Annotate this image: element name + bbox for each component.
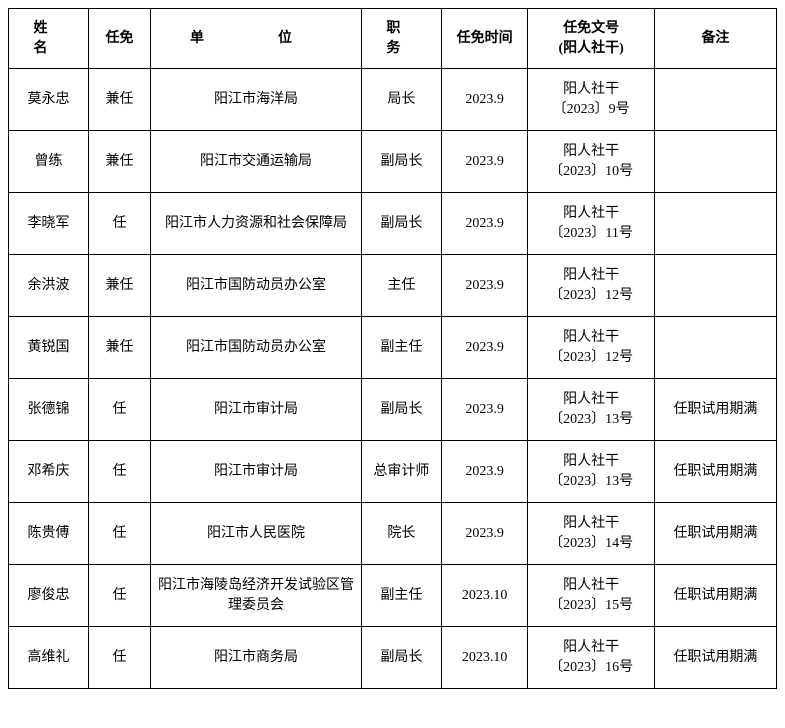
cell-date: 2023.9 <box>441 503 528 565</box>
cell-unit: 阳江市国防动员办公室 <box>151 317 362 379</box>
table-row: 李晓军任阳江市人力资源和社会保障局副局长2023.9阳人社干〔2023〕11号 <box>9 193 777 255</box>
cell-remark: 任职试用期满 <box>654 441 776 503</box>
cell-appoint: 任 <box>88 627 150 689</box>
cell-name: 余洪波 <box>9 255 89 317</box>
cell-remark <box>654 317 776 379</box>
appointment-table: 姓 名 任免 单 位 职 务 任免时间 任免文号 (阳人社干) 备注 莫永忠兼任… <box>8 8 777 689</box>
cell-unit: 阳江市人民医院 <box>151 503 362 565</box>
cell-unit: 阳江市审计局 <box>151 379 362 441</box>
cell-date: 2023.10 <box>441 565 528 627</box>
header-name: 姓 名 <box>9 9 89 69</box>
cell-position: 副主任 <box>361 317 441 379</box>
cell-remark: 任职试用期满 <box>654 503 776 565</box>
cell-remark <box>654 193 776 255</box>
cell-unit: 阳江市交通运输局 <box>151 131 362 193</box>
cell-unit: 阳江市人力资源和社会保障局 <box>151 193 362 255</box>
cell-date: 2023.9 <box>441 193 528 255</box>
cell-name: 高维礼 <box>9 627 89 689</box>
cell-date: 2023.9 <box>441 379 528 441</box>
cell-docnum: 阳人社干〔2023〕13号 <box>528 441 655 503</box>
table-row: 陈贵傅任阳江市人民医院院长2023.9阳人社干〔2023〕14号任职试用期满 <box>9 503 777 565</box>
cell-name: 张德锦 <box>9 379 89 441</box>
cell-docnum: 阳人社干〔2023〕11号 <box>528 193 655 255</box>
header-unit: 单 位 <box>151 9 362 69</box>
cell-name: 曾练 <box>9 131 89 193</box>
header-position: 职 务 <box>361 9 441 69</box>
cell-name: 邓希庆 <box>9 441 89 503</box>
table-row: 曾练兼任阳江市交通运输局副局长2023.9阳人社干〔2023〕10号 <box>9 131 777 193</box>
header-appoint: 任免 <box>88 9 150 69</box>
cell-position: 副局长 <box>361 131 441 193</box>
header-date: 任免时间 <box>441 9 528 69</box>
cell-date: 2023.9 <box>441 69 528 131</box>
cell-position: 副局长 <box>361 193 441 255</box>
cell-appoint: 任 <box>88 503 150 565</box>
cell-docnum: 阳人社干〔2023〕14号 <box>528 503 655 565</box>
cell-position: 副局长 <box>361 627 441 689</box>
cell-name: 廖俊忠 <box>9 565 89 627</box>
cell-docnum: 阳人社干〔2023〕15号 <box>528 565 655 627</box>
cell-appoint: 任 <box>88 193 150 255</box>
table-header-row: 姓 名 任免 单 位 职 务 任免时间 任免文号 (阳人社干) 备注 <box>9 9 777 69</box>
cell-position: 主任 <box>361 255 441 317</box>
cell-position: 副主任 <box>361 565 441 627</box>
cell-date: 2023.9 <box>441 255 528 317</box>
cell-appoint: 兼任 <box>88 255 150 317</box>
cell-position: 院长 <box>361 503 441 565</box>
cell-docnum: 阳人社干〔2023〕10号 <box>528 131 655 193</box>
cell-date: 2023.9 <box>441 131 528 193</box>
cell-remark: 任职试用期满 <box>654 379 776 441</box>
cell-date: 2023.10 <box>441 627 528 689</box>
cell-appoint: 兼任 <box>88 317 150 379</box>
cell-date: 2023.9 <box>441 441 528 503</box>
cell-name: 陈贵傅 <box>9 503 89 565</box>
cell-appoint: 兼任 <box>88 131 150 193</box>
table-row: 张德锦任阳江市审计局副局长2023.9阳人社干〔2023〕13号任职试用期满 <box>9 379 777 441</box>
cell-remark: 任职试用期满 <box>654 627 776 689</box>
cell-unit: 阳江市商务局 <box>151 627 362 689</box>
cell-docnum: 阳人社干〔2023〕12号 <box>528 317 655 379</box>
cell-appoint: 兼任 <box>88 69 150 131</box>
cell-unit: 阳江市海洋局 <box>151 69 362 131</box>
cell-remark <box>654 255 776 317</box>
cell-docnum: 阳人社干〔2023〕12号 <box>528 255 655 317</box>
table-body: 莫永忠兼任阳江市海洋局局长2023.9阳人社干〔2023〕9号曾练兼任阳江市交通… <box>9 69 777 689</box>
table-row: 余洪波兼任阳江市国防动员办公室主任2023.9阳人社干〔2023〕12号 <box>9 255 777 317</box>
cell-position: 总审计师 <box>361 441 441 503</box>
cell-date: 2023.9 <box>441 317 528 379</box>
cell-docnum: 阳人社干〔2023〕9号 <box>528 69 655 131</box>
cell-name: 莫永忠 <box>9 69 89 131</box>
cell-name: 黄锐国 <box>9 317 89 379</box>
table-row: 廖俊忠任阳江市海陵岛经济开发试验区管理委员会副主任2023.10阳人社干〔202… <box>9 565 777 627</box>
cell-position: 局长 <box>361 69 441 131</box>
cell-appoint: 任 <box>88 565 150 627</box>
table-row: 莫永忠兼任阳江市海洋局局长2023.9阳人社干〔2023〕9号 <box>9 69 777 131</box>
cell-appoint: 任 <box>88 379 150 441</box>
cell-docnum: 阳人社干〔2023〕16号 <box>528 627 655 689</box>
cell-unit: 阳江市审计局 <box>151 441 362 503</box>
cell-remark <box>654 131 776 193</box>
cell-appoint: 任 <box>88 441 150 503</box>
cell-remark: 任职试用期满 <box>654 565 776 627</box>
header-remark: 备注 <box>654 9 776 69</box>
cell-docnum: 阳人社干〔2023〕13号 <box>528 379 655 441</box>
cell-unit: 阳江市海陵岛经济开发试验区管理委员会 <box>151 565 362 627</box>
cell-unit: 阳江市国防动员办公室 <box>151 255 362 317</box>
cell-position: 副局长 <box>361 379 441 441</box>
header-docnum: 任免文号 (阳人社干) <box>528 9 655 69</box>
table-row: 高维礼任阳江市商务局副局长2023.10阳人社干〔2023〕16号任职试用期满 <box>9 627 777 689</box>
table-row: 黄锐国兼任阳江市国防动员办公室副主任2023.9阳人社干〔2023〕12号 <box>9 317 777 379</box>
table-row: 邓希庆任阳江市审计局总审计师2023.9阳人社干〔2023〕13号任职试用期满 <box>9 441 777 503</box>
cell-name: 李晓军 <box>9 193 89 255</box>
cell-remark <box>654 69 776 131</box>
